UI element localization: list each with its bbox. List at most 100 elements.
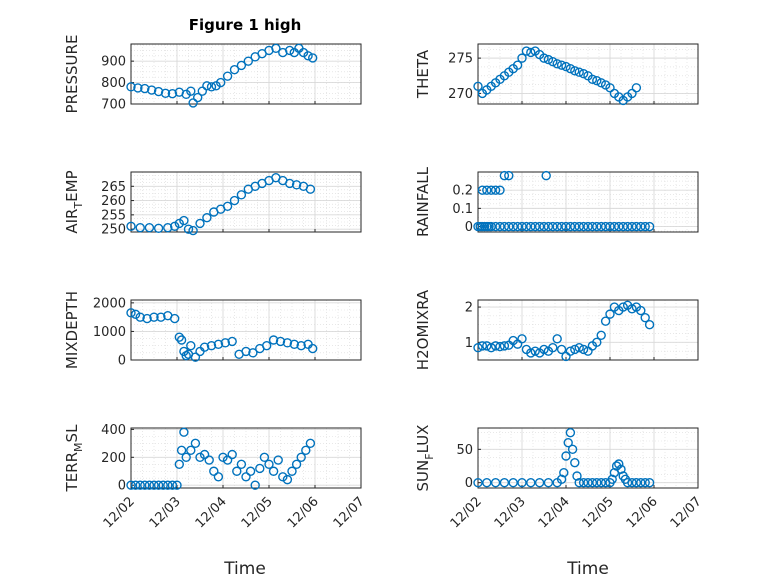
data-point: [130, 480, 141, 490]
data-point: [570, 221, 580, 232]
y-axis-label: RAINFALL: [414, 166, 432, 237]
data-point: [126, 480, 136, 490]
data-point: [490, 185, 501, 195]
data-point: [204, 455, 214, 465]
data-point: [565, 427, 576, 438]
y-tick-label: 250: [101, 223, 126, 238]
data-point: [190, 438, 201, 449]
data-point: [296, 452, 306, 463]
data-point: [477, 185, 488, 195]
data-point: [517, 334, 527, 344]
x-tick-label: 12/02: [448, 494, 485, 531]
data-point: [539, 344, 549, 355]
data-point: [548, 221, 558, 232]
data-point: [616, 464, 626, 475]
data-point: [241, 472, 251, 482]
data-point: [243, 56, 254, 66]
data-point: [181, 351, 191, 361]
data-point: [526, 348, 536, 358]
data-point: [618, 221, 628, 232]
data-point: [627, 221, 637, 232]
data-point: [614, 221, 624, 232]
data-point: [574, 477, 584, 488]
data-point: [636, 477, 646, 488]
data-point: [592, 76, 602, 86]
data-point: [486, 221, 496, 232]
data-point: [631, 477, 642, 488]
data-point: [255, 463, 265, 474]
x-tick-label: 12/07: [668, 494, 705, 531]
data-point: [530, 346, 540, 356]
data-point: [176, 335, 187, 345]
data-point: [140, 83, 150, 94]
data-point: [622, 477, 633, 488]
data-point: [596, 330, 606, 340]
data-point: [539, 53, 549, 63]
data-point: [142, 313, 152, 324]
data-point: [482, 185, 492, 195]
data-point: [174, 459, 185, 469]
data-point: [174, 332, 185, 342]
data-point: [521, 221, 532, 232]
data-point: [559, 467, 569, 478]
data-point: [563, 437, 573, 448]
data-point: [640, 477, 650, 488]
data-point: [490, 221, 501, 232]
data-point: [495, 341, 505, 352]
data-point: [636, 305, 646, 316]
data-point: [186, 86, 196, 96]
data-point: [517, 477, 527, 488]
y-tick-label: 1000: [93, 325, 126, 340]
figure-title: Figure 1 high: [189, 16, 302, 34]
data-point: [135, 312, 145, 322]
data-point: [627, 477, 637, 488]
data-point: [158, 480, 168, 490]
data-point: [218, 452, 228, 463]
data-point: [508, 477, 518, 488]
x-tick-label: 12/07: [331, 494, 368, 531]
data-point: [308, 343, 318, 354]
data-point: [618, 302, 628, 312]
data-point: [181, 452, 191, 463]
data-point: [570, 457, 580, 468]
axes-box: [130, 43, 362, 105]
data-point: [640, 221, 650, 232]
panel-h2omixra: 1 2 H2OMIXRA: [414, 289, 699, 370]
data-point: [268, 335, 279, 345]
data-point: [561, 221, 571, 232]
data-point: [587, 477, 598, 488]
data-point: [614, 459, 624, 469]
data-point: [534, 477, 545, 488]
data-point: [179, 427, 189, 437]
data-point: [160, 88, 171, 98]
data-point: [567, 444, 578, 455]
data-point: [135, 223, 145, 233]
data-point: [206, 82, 217, 92]
data-point: [213, 339, 224, 349]
data-point: [644, 221, 655, 232]
axes-box: [130, 171, 362, 233]
data-point: [202, 213, 212, 223]
data-point: [543, 221, 554, 232]
y-tick-label: 0: [465, 476, 473, 491]
data-point: [126, 82, 136, 92]
data-point: [199, 449, 210, 460]
data-point: [504, 221, 514, 232]
data-point: [222, 455, 233, 465]
data-point: [631, 83, 642, 93]
data-point: [144, 223, 155, 233]
data-point: [296, 341, 306, 351]
data-point: [512, 221, 523, 232]
data-point: [282, 474, 293, 485]
data-point: [517, 53, 527, 63]
data-point: [539, 221, 549, 232]
data-point: [163, 223, 173, 233]
x-axis-label-right: Time: [566, 559, 609, 579]
data-point: [477, 341, 488, 351]
y-tick-label: 0.1: [452, 202, 473, 217]
data-point: [305, 438, 316, 449]
data-point: [499, 341, 510, 351]
data-point: [227, 336, 237, 347]
